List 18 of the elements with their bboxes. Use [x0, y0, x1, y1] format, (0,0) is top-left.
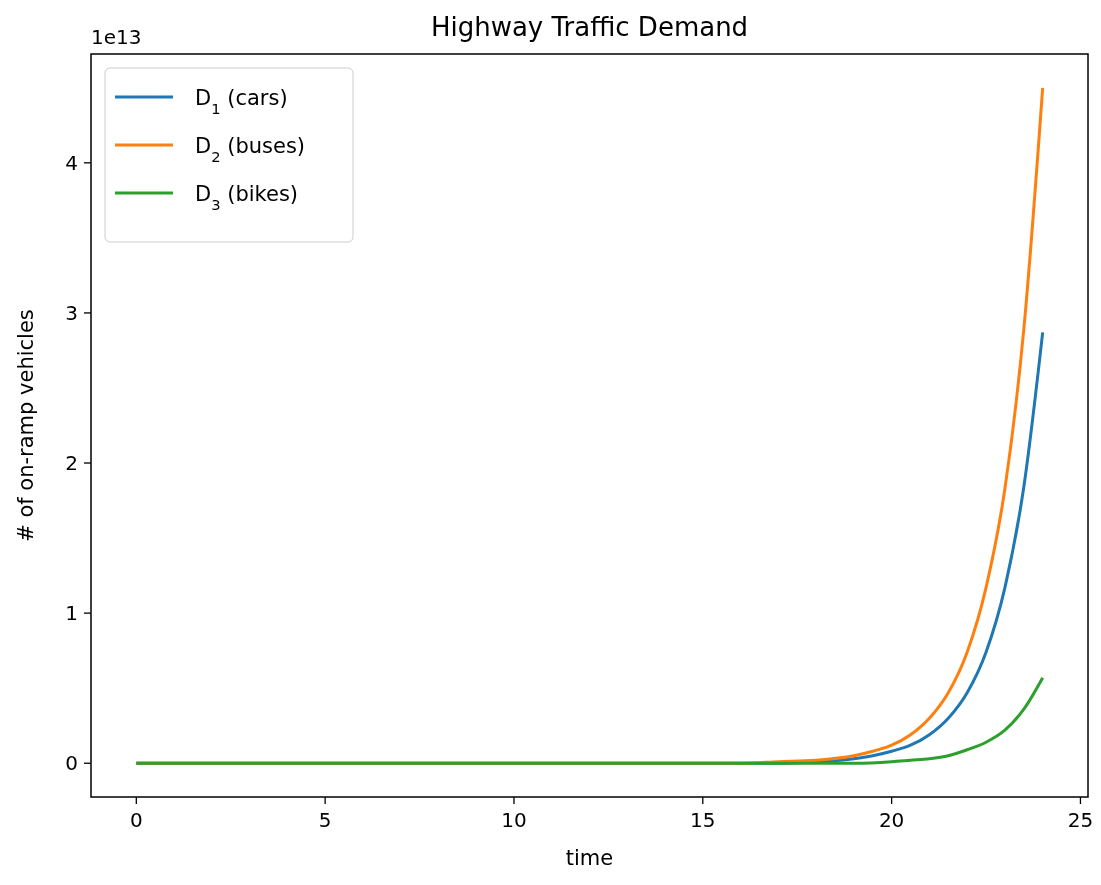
y-tick-label: 3 — [65, 300, 78, 325]
x-axis-title: time — [565, 846, 614, 870]
x-tick-label: 5 — [318, 808, 332, 832]
x-tick-label: 10 — [501, 808, 527, 832]
y-tick-label: 0 — [65, 751, 78, 776]
legend-label: D$_{2}$ (buses) — [195, 134, 306, 165]
chart-title: Highway Traffic Demand — [430, 12, 749, 42]
x-tick-label: 25 — [1067, 808, 1094, 832]
x-tick-label: 20 — [878, 808, 905, 832]
y-tick-label: 4 — [65, 150, 78, 175]
y-tick-label: 2 — [65, 451, 78, 476]
text: 1e13 — [91, 25, 142, 49]
x-tick-label: 0 — [129, 808, 143, 832]
x-tick-label: 15 — [690, 808, 716, 832]
y-axis-title: # of on-ramp vehicles — [14, 309, 38, 542]
legend-label: D$_{1}$ (cars) — [195, 86, 288, 117]
y-tick-label: 1 — [65, 601, 78, 626]
legend-label: D$_{3}$ (bikes) — [195, 182, 299, 213]
